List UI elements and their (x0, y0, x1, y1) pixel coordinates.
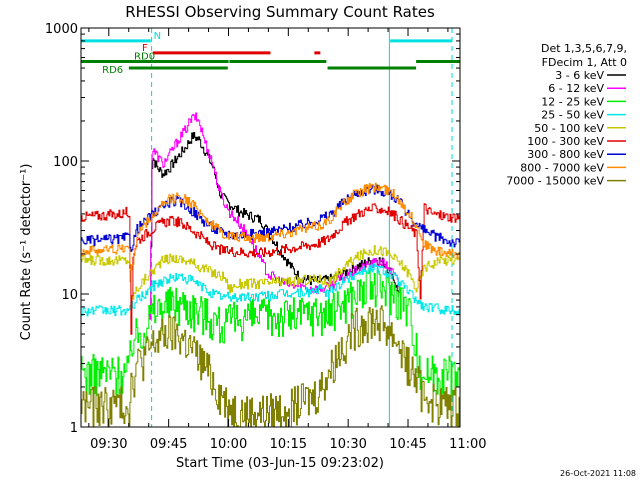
timestamp: 26-Oct-2021 11:08 (560, 469, 636, 478)
legend-label: 100 - 300 keV (527, 135, 604, 148)
series-line-12-25-kev (81, 269, 461, 397)
legend-label: 50 - 100 keV (534, 122, 604, 135)
flag-label-n: N (154, 31, 161, 42)
legend-title-line-2: FDecim 1, Att 0 (542, 56, 627, 69)
legend-label: 25 - 50 keV (541, 109, 604, 122)
y-tick-label: 100 (53, 155, 78, 170)
x-axis-label: Start Time (03-Jun-15 09:23:02) (176, 456, 384, 471)
y-tick-label: 1000 (45, 22, 78, 37)
series-line-50-100-kev (81, 245, 461, 300)
series-line-25-50-kev (81, 263, 460, 317)
y-tick-label: 10 (61, 288, 78, 303)
series-line-7000-15000-kev (81, 305, 461, 428)
series-line-100-300-kev (81, 203, 461, 335)
legend-label: 7000 - 15000 keV (506, 175, 604, 188)
axes: 1000 100 10 1 09:30 09:45 10:00 10:15 10:30 10:45… (45, 22, 487, 452)
x-tick-label: 09:45 (150, 437, 187, 452)
series-line-3-6-kev (148, 132, 399, 316)
x-tick-label: 10:30 (329, 437, 366, 452)
x-tick-label: 10:45 (389, 437, 426, 452)
x-tick-label: 11:00 (449, 437, 486, 452)
flag-label-rd6: RD6 (102, 65, 123, 76)
y-axis-label: Count Rate (s⁻¹ detector⁻¹) (19, 164, 34, 341)
legend-label: 800 - 7000 keV (520, 161, 604, 174)
legend-title-line-1: Det 1,3,5,6,7,9, (541, 42, 627, 55)
legend-label: 6 - 12 keV (548, 82, 604, 95)
legend-label: 3 - 6 keV (555, 69, 604, 82)
x-tick-label: 10:15 (270, 437, 307, 452)
chart-title: RHESSI Observing Summary Count Rates (125, 3, 435, 21)
flag-label-f: F (142, 43, 148, 54)
plot-frame (80, 27, 461, 428)
flag-label-rd0: RD0 (134, 51, 155, 62)
legend-label: 12 - 25 keV (541, 95, 604, 108)
series-line-800-7000-kev (81, 182, 461, 271)
legend-label: 300 - 800 keV (527, 148, 604, 161)
x-tick-label: 10:00 (210, 437, 247, 452)
x-tick-label: 09:30 (90, 437, 127, 452)
y-tick-label: 1 (70, 421, 78, 436)
